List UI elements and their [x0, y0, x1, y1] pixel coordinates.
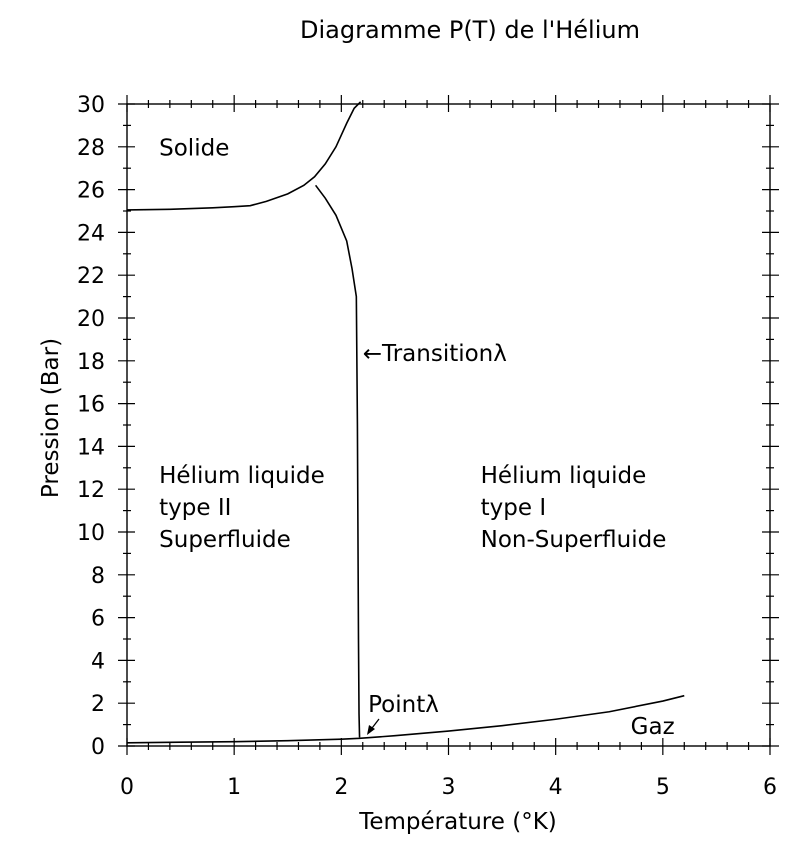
point-lambda-arrow-head — [367, 725, 375, 735]
x-tick-label: 5 — [656, 775, 670, 800]
lambda-transition-line — [314, 184, 361, 738]
chart-title: Diagramme P(T) de l'Hélium — [300, 16, 640, 44]
annotation-label: Non-Superfluide — [481, 527, 667, 553]
phase-boundary-curves — [126, 101, 685, 744]
annotation-label: Hélium liquide — [159, 463, 325, 489]
y-tick-label: 24 — [77, 221, 105, 246]
plot-frame — [126, 103, 771, 747]
annotation-label: Hélium liquide — [481, 463, 647, 489]
annotation-label: Gaz — [631, 714, 675, 740]
y-tick-label: 2 — [91, 692, 105, 717]
annotation-label: Superfluide — [159, 527, 291, 553]
y-tick-label: 16 — [77, 393, 105, 418]
y-tick-label: 26 — [77, 179, 105, 204]
y-tick-label: 30 — [77, 93, 105, 118]
solid-liquid-boundary — [126, 101, 362, 211]
x-tick-label: 0 — [120, 775, 134, 800]
x-tick-label: 6 — [763, 775, 777, 800]
y-tick-label: 6 — [91, 607, 105, 632]
y-tick-label: 4 — [91, 649, 105, 674]
annotation-label: type I — [481, 495, 546, 521]
y-tick-label: 10 — [77, 521, 105, 546]
x-tick-label: 3 — [442, 775, 456, 800]
y-tick-label: 12 — [77, 478, 105, 503]
x-tick-label: 2 — [334, 775, 348, 800]
annotation-label: Pointλ — [368, 692, 439, 718]
x-axis-label: Température (°K) — [358, 809, 557, 835]
y-axis-label: Pression (Bar) — [38, 338, 64, 498]
y-tick-label: 14 — [77, 435, 105, 460]
y-tick-label: 28 — [77, 136, 105, 161]
annotation-label: ←Transitionλ — [363, 341, 507, 367]
x-tick-label: 1 — [227, 775, 241, 800]
region-labels: Solide ←Transitionλ Hélium liquide type II S… — [159, 135, 675, 740]
y-tick-label: 18 — [77, 350, 105, 375]
y-tick-label: 8 — [91, 564, 105, 589]
vapor-pressure-curve — [126, 694, 685, 744]
y-tick-label: 0 — [91, 735, 105, 760]
annotation-label: Solide — [159, 135, 229, 161]
x-tick-label: 4 — [549, 775, 563, 800]
y-tick-label: 20 — [77, 307, 105, 332]
annotation-label: type II — [159, 495, 231, 521]
y-tick-label: 22 — [77, 264, 105, 289]
